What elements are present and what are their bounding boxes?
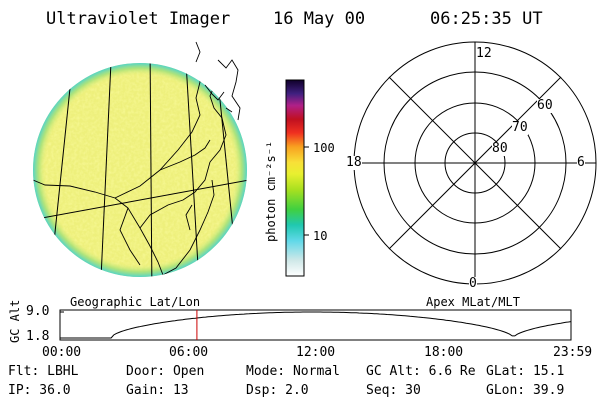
- glon-info: GLon: 39.9: [486, 383, 565, 398]
- altitude-ytick-9: 9.0: [26, 304, 50, 319]
- glat-info: GLat: 15.1: [486, 364, 565, 379]
- lat-label-70: 70: [512, 120, 528, 135]
- colorbar-tick-10: 10: [313, 229, 328, 243]
- dsp-info: Dsp: 2.0: [246, 383, 309, 398]
- sequence-info: Seq: 30: [366, 383, 421, 398]
- apex-label: Apex MLat/MLT: [426, 295, 520, 309]
- geographic-label: Geographic Lat/Lon: [70, 295, 201, 309]
- filter-info: Flt: LBHL: [8, 364, 79, 379]
- altitude-xtick-0600: 06:00: [169, 345, 209, 360]
- altitude-curve: [60, 311, 572, 339]
- mlt-label-6: 6: [577, 155, 585, 170]
- altitude-ytick-1: 1.8: [26, 329, 50, 344]
- altitude-xtick-0000: 00:00: [42, 345, 82, 360]
- colorbar-tick-100: 100: [313, 141, 335, 155]
- lat-label-80: 80: [492, 141, 508, 156]
- lat-label-60: 60: [537, 98, 553, 113]
- mlt-label-12: 12: [476, 46, 492, 61]
- mlt-label-18: 18: [346, 155, 362, 170]
- gain-info: Gain: 13: [126, 383, 189, 398]
- mlt-label-0: 0: [469, 276, 477, 291]
- door-info: Door: Open: [126, 364, 205, 379]
- altitude-xtick-1800: 18:00: [424, 345, 464, 360]
- mode-info: Mode: Normal: [246, 364, 340, 379]
- ip-info: IP: 36.0: [8, 383, 71, 398]
- date-label: 16 May 00: [273, 9, 366, 29]
- gc-altitude-info: GC Alt: 6.6 Re: [366, 364, 476, 379]
- time-label: 06:25:35 UT: [430, 9, 543, 29]
- instrument-title: Ultraviolet Imager: [46, 9, 231, 29]
- altitude-xtick-1200: 12:00: [296, 345, 336, 360]
- altitude-ylabel: GC Alt: [8, 299, 22, 343]
- altitude-xtick-2359: 23:59: [553, 345, 593, 360]
